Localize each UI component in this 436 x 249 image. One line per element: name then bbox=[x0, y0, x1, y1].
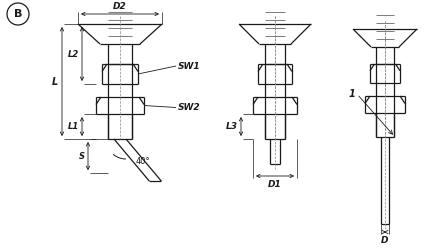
Text: SW1: SW1 bbox=[178, 62, 201, 70]
Text: D1: D1 bbox=[268, 180, 282, 189]
Text: L2: L2 bbox=[68, 50, 79, 59]
Text: 40°: 40° bbox=[136, 157, 150, 166]
Text: B: B bbox=[14, 9, 22, 19]
Text: L: L bbox=[52, 76, 58, 86]
Text: L3: L3 bbox=[226, 122, 238, 131]
Text: D: D bbox=[381, 236, 389, 245]
Text: SW2: SW2 bbox=[178, 103, 201, 112]
Text: D2: D2 bbox=[113, 2, 127, 11]
Text: 1: 1 bbox=[348, 89, 355, 99]
Text: L1: L1 bbox=[68, 122, 79, 131]
Text: S: S bbox=[79, 152, 85, 161]
